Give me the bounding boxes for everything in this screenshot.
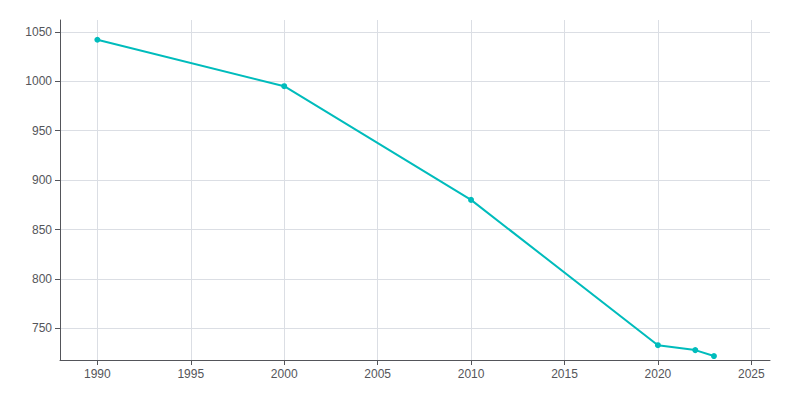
svg-text:1995: 1995 (177, 367, 204, 381)
svg-text:850: 850 (32, 223, 52, 237)
svg-text:2010: 2010 (458, 367, 485, 381)
svg-text:2015: 2015 (551, 367, 578, 381)
svg-text:900: 900 (32, 173, 52, 187)
svg-text:2005: 2005 (364, 367, 391, 381)
svg-text:950: 950 (32, 124, 52, 138)
svg-text:2000: 2000 (271, 367, 298, 381)
svg-text:750: 750 (32, 321, 52, 335)
svg-text:1990: 1990 (84, 367, 111, 381)
svg-text:2020: 2020 (645, 367, 672, 381)
svg-text:800: 800 (32, 272, 52, 286)
svg-text:1000: 1000 (25, 74, 52, 88)
svg-text:2025: 2025 (738, 367, 765, 381)
svg-text:1050: 1050 (25, 25, 52, 39)
